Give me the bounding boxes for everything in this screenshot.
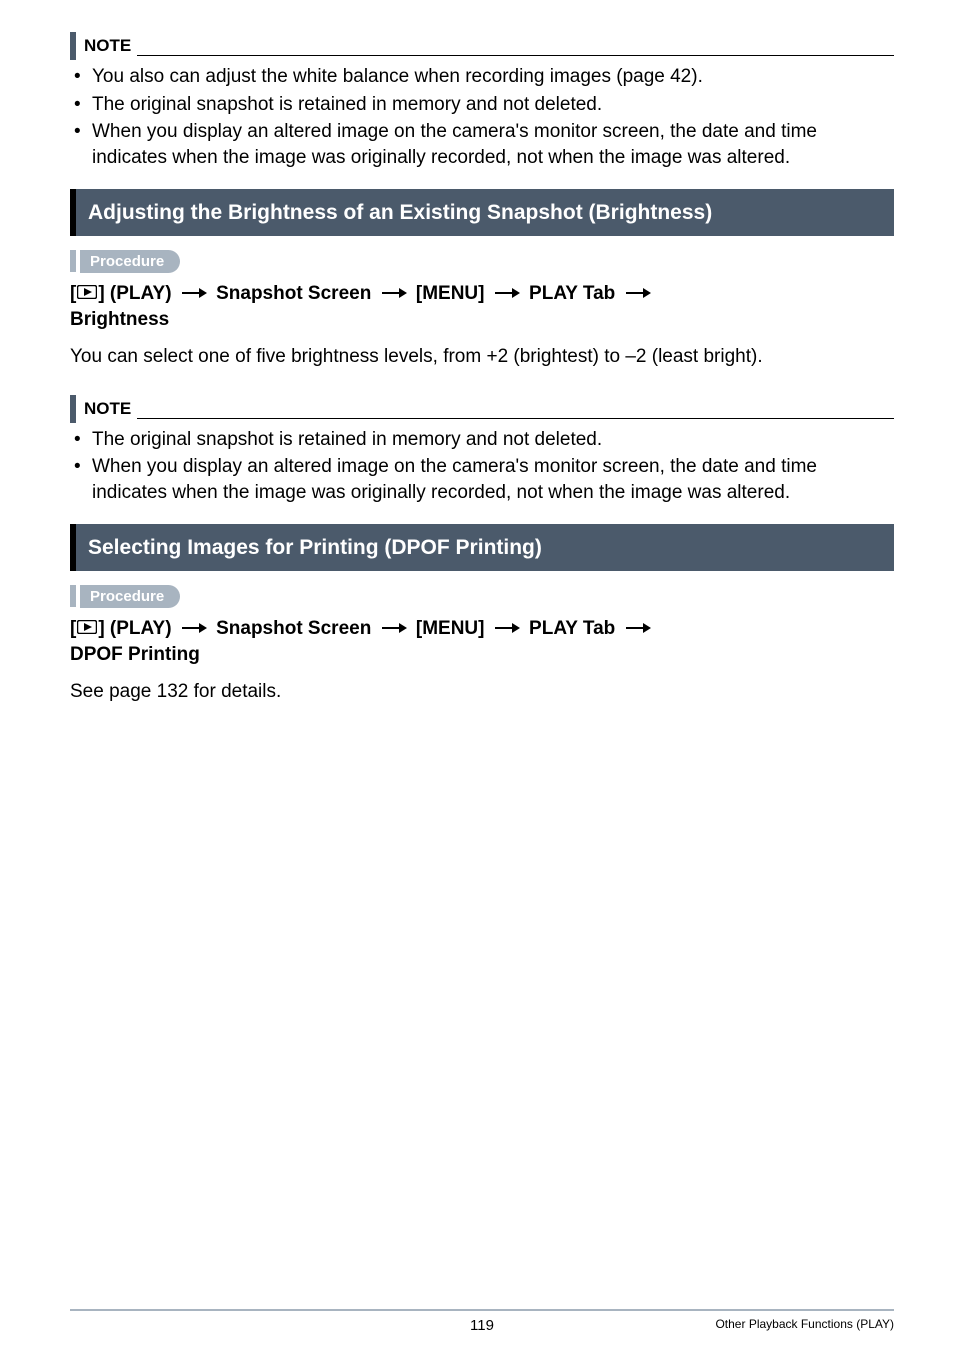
list-item: When you display an altered image on the… (70, 454, 894, 505)
procedure-label: Procedure (80, 585, 180, 608)
section-title-dpof: Selecting Images for Printing (DPOF Prin… (70, 524, 894, 571)
procedure-label-wrap: Procedure (70, 250, 894, 273)
path-seg: ] (PLAY) (98, 283, 171, 304)
note-bar-icon (70, 395, 76, 423)
arrow-icon (625, 622, 651, 634)
path-seg: Snapshot Screen (216, 618, 371, 639)
note-header: NOTE (70, 32, 894, 60)
play-icon (77, 620, 97, 634)
arrow-icon (494, 622, 520, 634)
path-seg: ] (PLAY) (98, 618, 171, 639)
arrow-icon (181, 622, 207, 634)
arrow-icon (381, 622, 407, 634)
list-item: When you display an altered image on the… (70, 119, 894, 170)
path-seg: [MENU] (416, 283, 485, 304)
procedure-tick-icon (70, 250, 76, 272)
arrow-icon (381, 287, 407, 299)
procedure-tick-icon (70, 585, 76, 607)
path-seg: Brightness (70, 309, 169, 330)
section1-body: You can select one of five brightness le… (70, 344, 894, 371)
arrow-icon (181, 287, 207, 299)
note-rule (137, 418, 894, 419)
path-seg: PLAY Tab (529, 283, 615, 304)
note-rule (137, 55, 894, 56)
footer-section-name: Other Playback Functions (PLAY) (715, 1317, 894, 1331)
arrow-icon (625, 287, 651, 299)
page-footer: 119 Other Playback Functions (PLAY) (70, 1309, 894, 1331)
page-number: 119 (470, 1317, 494, 1334)
procedure-label: Procedure (80, 250, 180, 273)
section2-body: See page 132 for details. (70, 679, 894, 706)
procedure-label-wrap: Procedure (70, 585, 894, 608)
note-label: NOTE (84, 399, 135, 419)
note-header: NOTE (70, 395, 894, 423)
path-seg: [MENU] (416, 618, 485, 639)
path-seg: DPOF Printing (70, 644, 200, 665)
note2-list: The original snapshot is retained in mem… (70, 427, 894, 506)
footer-rule (70, 1309, 894, 1311)
path-seg: PLAY Tab (529, 618, 615, 639)
procedure-path-dpof: [] (PLAY) Snapshot Screen [MENU] PLAY Ta… (70, 616, 894, 669)
note-bar-icon (70, 32, 76, 60)
note1-list: You also can adjust the white balance wh… (70, 64, 894, 171)
note-label: NOTE (84, 36, 135, 56)
arrow-icon (494, 287, 520, 299)
section-title-brightness: Adjusting the Brightness of an Existing … (70, 189, 894, 236)
path-seg: Snapshot Screen (216, 283, 371, 304)
list-item: The original snapshot is retained in mem… (70, 427, 894, 453)
play-icon (77, 285, 97, 299)
procedure-path-brightness: [] (PLAY) Snapshot Screen [MENU] PLAY Ta… (70, 281, 894, 334)
list-item: You also can adjust the white balance wh… (70, 64, 894, 90)
list-item: The original snapshot is retained in mem… (70, 92, 894, 118)
